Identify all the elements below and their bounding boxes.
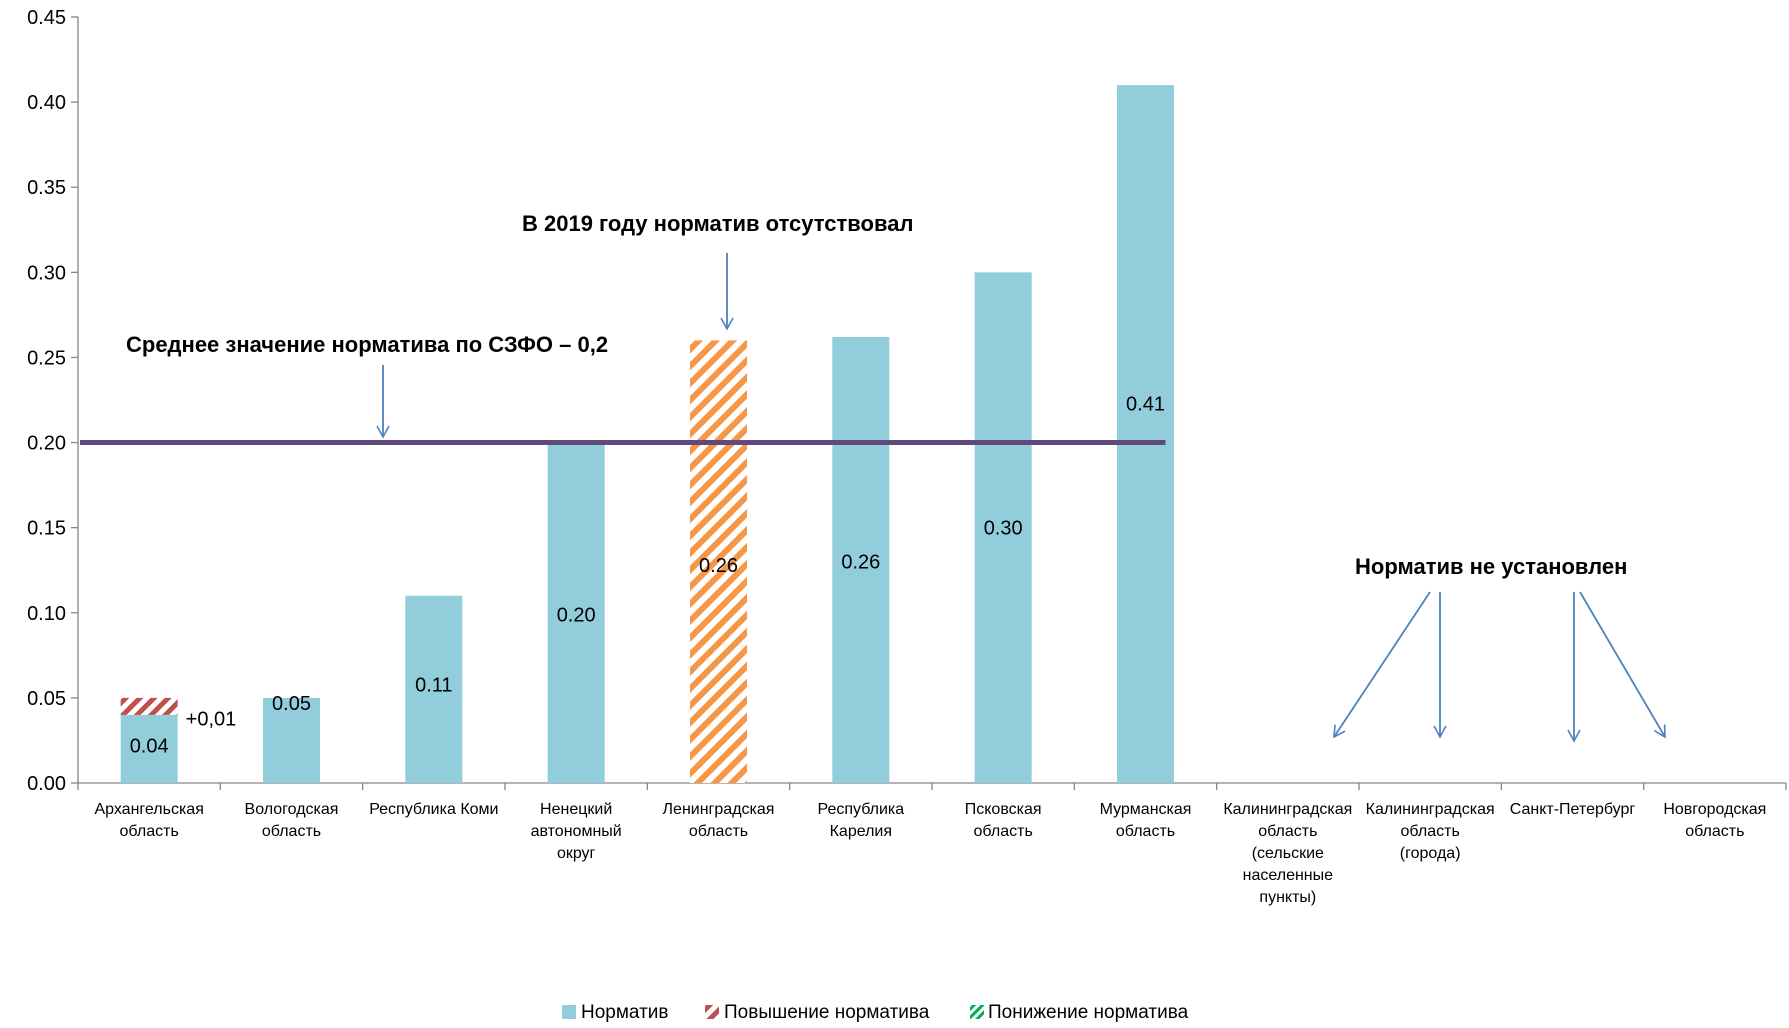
category-label: Архангельская — [94, 801, 203, 818]
arrow-not-set-4 — [1579, 591, 1666, 739]
category-label: область — [1685, 823, 1744, 840]
category-labels: Архангельская область Вологодская область Ре… — [94, 801, 1766, 906]
category-label: пункты) — [1259, 889, 1316, 906]
bar-normativ — [120, 714, 178, 783]
data-label: 0.30 — [984, 518, 1023, 540]
data-label-leningrad: 0.26 — [699, 555, 738, 577]
y-tick-label: 0.30 — [27, 262, 66, 284]
category-label: область — [120, 823, 179, 840]
category-label: Псковская — [965, 801, 1042, 818]
y-tick-label: 0.45 — [27, 7, 66, 29]
category-label: область — [689, 823, 748, 840]
y-tick-label: 0.40 — [27, 92, 66, 114]
category-label: Республика — [817, 801, 904, 818]
bar-leningrad-absent-2019 — [690, 340, 747, 783]
bars — [120, 85, 1174, 784]
category-label: область — [1401, 823, 1460, 840]
legend: Норматив Повышение норматива Понижение нор… — [562, 1002, 1189, 1023]
legend-swatch-increase — [705, 1005, 719, 1019]
y-tick-label: 0.20 — [27, 433, 66, 455]
category-label: (города) — [1400, 845, 1461, 862]
data-label-increase: +0,01 — [186, 708, 237, 730]
bar-normativ — [547, 442, 605, 783]
bar-increase — [120, 697, 178, 715]
data-label: 0.41 — [1126, 393, 1165, 415]
y-tick-label: 0.00 — [27, 773, 66, 795]
category-label: область — [974, 823, 1033, 840]
y-tick-label: 0.35 — [27, 177, 66, 199]
data-labels: 0.04 0.05 0.11 0.20 0.26 0.30 0.41 0.26 +0,01 — [130, 393, 1165, 757]
category-label: (сельские — [1252, 845, 1324, 862]
legend-label-increase: Повышение норматива — [724, 1002, 930, 1023]
y-tick-label: 0.10 — [27, 603, 66, 625]
data-label: 0.26 — [841, 552, 880, 574]
category-label: область — [262, 823, 321, 840]
category-label: Республика Коми — [369, 801, 498, 818]
category-label: Вологодская — [245, 801, 339, 818]
axes: 0.00 0.05 0.10 0.15 0.20 0.25 0.30 0.35 0.40 0.45 — [27, 7, 1787, 795]
category-label: Мурманская — [1100, 801, 1192, 818]
legend-label-decrease: Понижение норматива — [988, 1002, 1189, 1023]
category-label: населенные — [1243, 867, 1334, 884]
data-label: 0.05 — [272, 693, 311, 715]
annotation-absent-2019: В 2019 году норматив отсутствовал — [522, 211, 913, 236]
bar-normativ — [974, 272, 1032, 783]
category-label: автономный — [531, 823, 622, 840]
data-label: 0.11 — [415, 674, 452, 696]
bar-normativ — [832, 337, 890, 783]
annotation-not-set: Норматив не установлен — [1355, 554, 1627, 579]
category-label: область — [1258, 823, 1317, 840]
bar-normativ — [405, 595, 463, 783]
arrow-not-set-1 — [1333, 591, 1431, 739]
annotations: Среднее значение норматива по СЗФО – 0,2… — [126, 211, 1666, 743]
category-label: область — [1116, 823, 1175, 840]
category-label: Новгородская — [1663, 801, 1766, 818]
annotation-average: Среднее значение норматива по СЗФО – 0,2 — [126, 332, 608, 357]
category-label: Санкт-Петербург — [1510, 801, 1636, 818]
legend-swatch-normativ — [562, 1005, 576, 1019]
data-label: 0.20 — [557, 604, 596, 626]
category-label: округ — [557, 845, 596, 862]
bar-normativ — [263, 697, 320, 783]
y-tick-label: 0.25 — [27, 347, 66, 369]
category-label: Калининградская — [1223, 801, 1352, 818]
y-tick-label: 0.05 — [27, 688, 66, 710]
category-label: Карелия — [830, 823, 892, 840]
bar-normativ — [1117, 85, 1174, 784]
legend-label-normativ: Норматив — [581, 1002, 668, 1023]
y-tick-label: 0.15 — [27, 518, 66, 540]
legend-swatch-decrease — [970, 1005, 984, 1019]
category-label: Ненецкий — [540, 801, 612, 818]
category-label: Калининградская — [1366, 801, 1495, 818]
data-label: 0.04 — [130, 736, 169, 758]
category-label: Ленинградская — [663, 801, 775, 818]
